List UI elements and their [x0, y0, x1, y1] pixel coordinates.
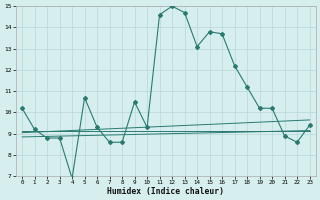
- X-axis label: Humidex (Indice chaleur): Humidex (Indice chaleur): [107, 187, 224, 196]
